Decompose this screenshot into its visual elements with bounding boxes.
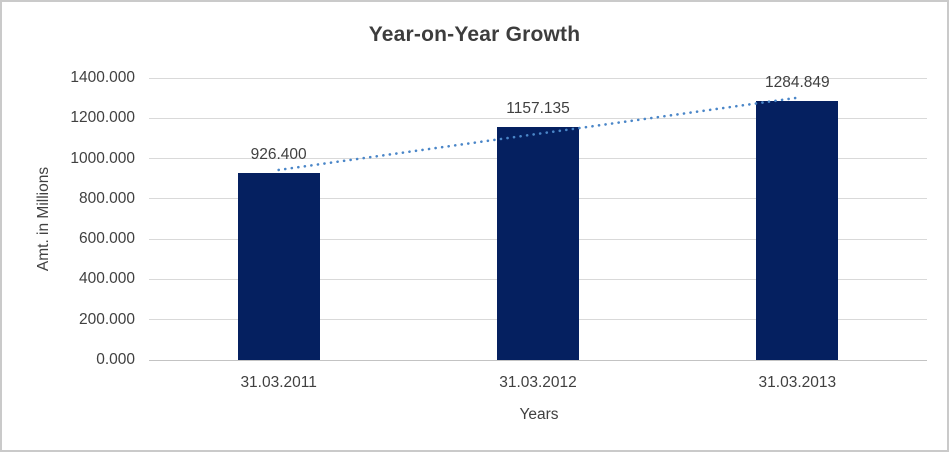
x-axis-title: Years (519, 406, 559, 423)
bar-value-label: 1157.135 (506, 99, 570, 117)
plot-area: 926.400 1157.135 1284.849 (149, 74, 927, 361)
bar (237, 173, 320, 360)
x-tick-label: 31.03.2013 (758, 374, 837, 391)
y-tick-label: 800.000 (78, 189, 135, 207)
y-tick-label: 0.000 (96, 351, 135, 368)
gridline (149, 77, 927, 79)
y-tick-label: 1200.000 (70, 109, 135, 127)
bar (497, 126, 579, 360)
x-tick-label: 31.03.2011 (240, 374, 317, 391)
x-tick-label: 31.03.2012 (499, 374, 577, 391)
y-tick-label: 200.000 (78, 310, 135, 328)
y-tick-label: 600.000 (78, 230, 135, 248)
chart-title: Year-on-Year Growth (368, 23, 581, 46)
trendline (277, 96, 799, 172)
y-tick-label: 1400.000 (70, 69, 135, 86)
y-tick-label: 1000.000 (70, 149, 135, 167)
bar-value-label: 1284.849 (765, 74, 830, 92)
bar (756, 101, 839, 360)
x-axis-line (149, 359, 927, 361)
bar-value-label: 926.400 (250, 146, 307, 164)
y-tick-label: 400.000 (78, 270, 135, 288)
gridline (149, 117, 927, 119)
